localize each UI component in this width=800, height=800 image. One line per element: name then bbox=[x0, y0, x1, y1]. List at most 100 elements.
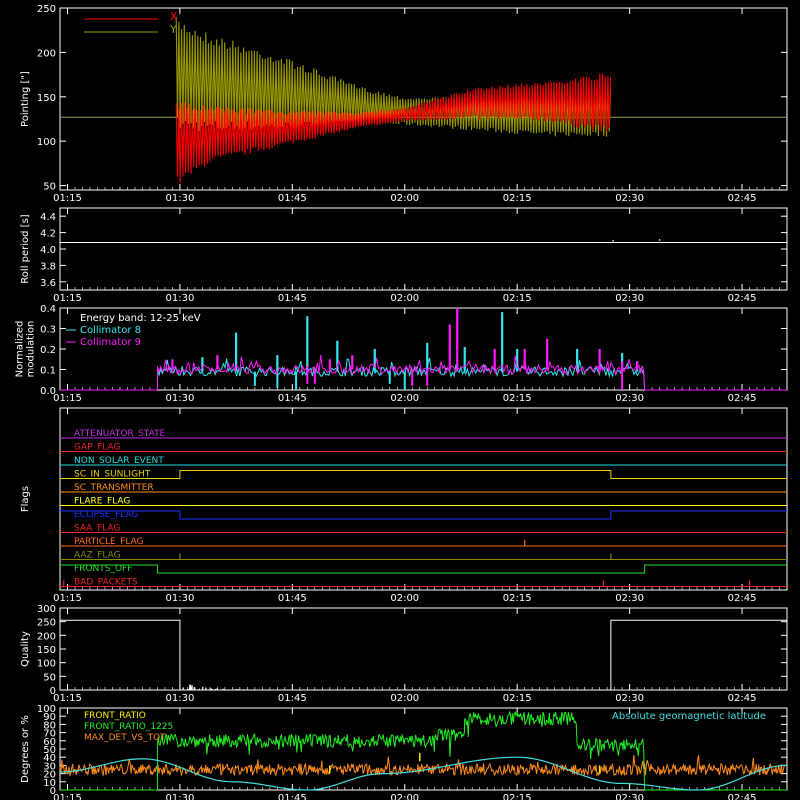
y-tick-label: 90 bbox=[43, 712, 56, 723]
y-tick-label: 150 bbox=[37, 645, 56, 656]
y-tick-label: 0 bbox=[50, 686, 56, 697]
flag-row: FLARE_FLAG bbox=[60, 497, 787, 507]
y-tick-label: 20 bbox=[43, 770, 56, 781]
time-tick-label: 02:30 bbox=[615, 293, 644, 304]
y-tick-label: 4.2 bbox=[40, 229, 56, 240]
y-tick-label: 40 bbox=[43, 753, 56, 764]
time-tick-label: 01:30 bbox=[166, 193, 195, 204]
pointing-series-x bbox=[175, 73, 612, 183]
time-tick-label: 01:45 bbox=[278, 793, 307, 800]
time-tick-label: 02:45 bbox=[728, 293, 757, 304]
y-tick-label: 60 bbox=[43, 737, 56, 748]
flag-line bbox=[60, 564, 787, 574]
flag-row: AAZ_FLAG bbox=[60, 551, 787, 561]
flag-row: ECLIPSE_FLAG bbox=[60, 510, 787, 520]
y-tick-label: 0.4 bbox=[40, 304, 56, 315]
y-tick-label: 0.3 bbox=[40, 325, 56, 336]
roll-point bbox=[658, 239, 661, 241]
y-tick-label: 50 bbox=[43, 182, 56, 193]
modulation-series-1 bbox=[156, 354, 646, 391]
flag-row: BAD_PACKETS bbox=[60, 578, 787, 588]
time-tick-label: 02:15 bbox=[503, 693, 532, 704]
y-tick-label: 3.8 bbox=[40, 261, 56, 272]
y-axis-label: Degrees or % bbox=[20, 715, 31, 783]
y-tick-label: 100 bbox=[37, 704, 56, 715]
flags-panel-frame bbox=[59, 407, 788, 591]
legend-label: Y bbox=[169, 23, 177, 36]
y-tick-label: 70 bbox=[43, 729, 56, 740]
time-tick-label: 01:45 bbox=[278, 193, 307, 204]
legend-label: FRONT_RATIO bbox=[84, 711, 146, 721]
time-tick-label: 02:45 bbox=[728, 393, 757, 404]
flag-label: SC_IN_SUNLIGHT bbox=[74, 470, 151, 480]
time-tick-label: 02:15 bbox=[503, 793, 532, 800]
time-tick-label: 01:45 bbox=[278, 393, 307, 404]
legend-label: FRONT_RATIO_1225 bbox=[84, 722, 173, 732]
flag-row: GAP_FLAG bbox=[60, 443, 787, 453]
time-tick-label: 02:00 bbox=[390, 793, 419, 800]
roll-point bbox=[612, 240, 614, 242]
time-tick-label: 02:15 bbox=[503, 593, 532, 604]
y-tick-label: 50 bbox=[43, 745, 56, 756]
time-tick-label: 01:30 bbox=[166, 293, 195, 304]
quality-line bbox=[60, 619, 787, 691]
y-tick-label: 0.2 bbox=[40, 345, 56, 356]
time-tick-label: 01:30 bbox=[166, 593, 195, 604]
ratio-panel: 01:15 01:30 01:45 02:00 02:15 02:30 02:45 01020… bbox=[20, 704, 788, 800]
flag-label: PARTICLE_FLAG bbox=[74, 537, 144, 547]
flag-label: FRONTS_OFF bbox=[74, 564, 132, 574]
flag-row: FRONTS_OFF bbox=[60, 564, 787, 574]
time-tick-label: 02:30 bbox=[615, 593, 644, 604]
time-tick-label: 01:15 bbox=[53, 793, 82, 800]
time-tick-label: 02:15 bbox=[503, 393, 532, 404]
time-tick-label: 02:00 bbox=[390, 593, 419, 604]
time-tick-label: 02:15 bbox=[503, 193, 532, 204]
flags-panel: 01:15 01:30 01:45 02:00 02:15 02:30 02:45 Flags… bbox=[20, 407, 788, 604]
time-tick-label: 01:30 bbox=[166, 793, 195, 800]
flag-row: NON_SOLAR_EVENT bbox=[60, 456, 787, 466]
flag-row: ATTENUATOR_STATE bbox=[60, 429, 787, 439]
legend-label: MAX_DET_VS_TOT bbox=[84, 733, 166, 743]
y-tick-label: 30 bbox=[43, 761, 56, 772]
y-tick-label: 300 bbox=[37, 604, 56, 615]
y-axis-label: modulation bbox=[26, 321, 37, 378]
energy-band-annotation: Energy band: 12-25 keV bbox=[80, 313, 201, 324]
time-tick-label: 02:00 bbox=[390, 293, 419, 304]
time-tick-label: 02:00 bbox=[390, 193, 419, 204]
time-tick-label: 01:15 bbox=[53, 293, 82, 304]
time-tick-label: 01:45 bbox=[278, 293, 307, 304]
flag-label: NON_SOLAR_EVENT bbox=[74, 456, 164, 466]
time-tick-label: 01:15 bbox=[53, 393, 82, 404]
time-tick-label: 01:15 bbox=[53, 193, 82, 204]
y-tick-label: 80 bbox=[43, 720, 56, 731]
flag-label: GAP_FLAG bbox=[74, 443, 120, 453]
pointing-panel-frame bbox=[59, 7, 788, 191]
quality-panel: 01:15 01:30 01:45 02:00 02:15 02:30 02:45 0 50 10… bbox=[20, 604, 788, 704]
panels: 01:15 01:30 01:45 02:00 02:15 02:30 02:4550100… bbox=[15, 4, 788, 800]
flag-row: SAA_FLAG bbox=[60, 524, 787, 534]
time-tick-label: 02:00 bbox=[390, 393, 419, 404]
y-tick-label: 4.0 bbox=[40, 245, 56, 256]
time-tick-label: 02:30 bbox=[615, 393, 644, 404]
legend-label: X bbox=[170, 10, 178, 23]
legend-label: Collimator 9 bbox=[80, 337, 141, 348]
y-axis-label: Normalized bbox=[15, 321, 26, 378]
time-tick-label: 01:30 bbox=[166, 393, 195, 404]
y-tick-label: 100 bbox=[37, 659, 56, 670]
y-tick-label: 10 bbox=[43, 778, 56, 789]
y-tick-label: 0 bbox=[50, 786, 56, 797]
time-tick-label: 02:00 bbox=[390, 693, 419, 704]
time-tick-label: 01:15 bbox=[53, 693, 82, 704]
flag-label: ATTENUATOR_STATE bbox=[74, 429, 166, 439]
flag-line bbox=[60, 470, 787, 479]
y-tick-label: 200 bbox=[37, 48, 56, 59]
legend-label: Collimator 8 bbox=[80, 325, 141, 336]
pointing-panel: 01:15 01:30 01:45 02:00 02:15 02:30 02:45 50 100… bbox=[20, 4, 788, 204]
y-tick-label: 4.4 bbox=[40, 212, 56, 223]
time-tick-label: 02:45 bbox=[728, 193, 757, 204]
flag-label: FLARE_FLAG bbox=[74, 497, 130, 507]
y-axis-label: Roll period [s] bbox=[20, 214, 31, 283]
time-tick-label: 01:30 bbox=[166, 693, 195, 704]
